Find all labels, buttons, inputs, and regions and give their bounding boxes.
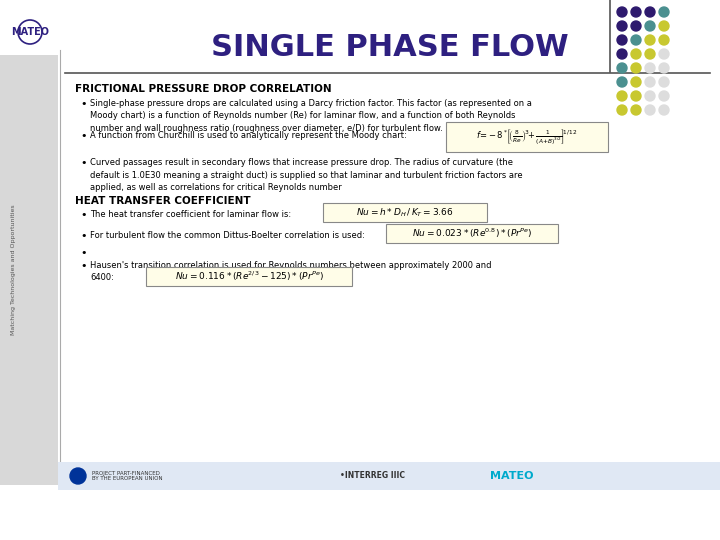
Circle shape [617, 105, 627, 115]
Circle shape [631, 49, 641, 59]
Text: MATEO: MATEO [11, 27, 49, 37]
Text: •: • [80, 248, 86, 258]
Circle shape [659, 91, 669, 101]
Circle shape [659, 105, 669, 115]
FancyBboxPatch shape [323, 203, 487, 222]
Text: •: • [80, 210, 86, 220]
Circle shape [645, 21, 655, 31]
Circle shape [659, 35, 669, 45]
Text: The heat transfer coefficient for laminar flow is:: The heat transfer coefficient for lamina… [90, 210, 291, 219]
Text: FRICTIONAL PRESSURE DROP CORRELATION: FRICTIONAL PRESSURE DROP CORRELATION [75, 84, 332, 94]
Circle shape [617, 77, 627, 87]
FancyBboxPatch shape [386, 224, 558, 243]
Circle shape [645, 7, 655, 17]
Text: •: • [80, 131, 86, 141]
Text: Curved passages result in secondary flows that increase pressure drop. The radiu: Curved passages result in secondary flow… [90, 158, 523, 192]
Circle shape [70, 468, 86, 484]
FancyBboxPatch shape [0, 55, 58, 485]
Circle shape [645, 77, 655, 87]
Circle shape [645, 63, 655, 73]
Text: •INTERREG IIIC: •INTERREG IIIC [340, 471, 405, 481]
Circle shape [631, 21, 641, 31]
Circle shape [645, 105, 655, 115]
Text: $Nu = h*D_H\,/\,K_T = 3.66$: $Nu = h*D_H\,/\,K_T = 3.66$ [356, 206, 454, 219]
Text: HEAT TRANSFER COEFFICIENT: HEAT TRANSFER COEFFICIENT [75, 196, 251, 206]
Circle shape [617, 35, 627, 45]
Text: Hausen's transition correlation is used for Reynolds numbers between approximate: Hausen's transition correlation is used … [90, 261, 492, 282]
Circle shape [645, 49, 655, 59]
Circle shape [617, 49, 627, 59]
Circle shape [631, 7, 641, 17]
Circle shape [631, 63, 641, 73]
Text: •: • [80, 99, 86, 109]
Text: •: • [80, 231, 86, 241]
FancyBboxPatch shape [446, 122, 608, 152]
Circle shape [617, 91, 627, 101]
Text: PROJECT PART-FINANCED
BY THE EUROPEAN UNION: PROJECT PART-FINANCED BY THE EUROPEAN UN… [92, 470, 163, 481]
Text: A function from Churchill is used to analytically represent the Moody chart:: A function from Churchill is used to ana… [90, 131, 407, 140]
Text: $Nu = 0.116*(Re^{2/3} - 125)*(Pr^{Pe})$: $Nu = 0.116*(Re^{2/3} - 125)*(Pr^{Pe})$ [174, 270, 323, 283]
Text: Matching Technologies and Opportunities: Matching Technologies and Opportunities [12, 205, 17, 335]
FancyBboxPatch shape [58, 462, 720, 490]
Text: SINGLE PHASE FLOW: SINGLE PHASE FLOW [211, 33, 569, 63]
Circle shape [631, 91, 641, 101]
Circle shape [645, 35, 655, 45]
Circle shape [631, 35, 641, 45]
Circle shape [645, 91, 655, 101]
Circle shape [617, 21, 627, 31]
Text: Single-phase pressure drops are calculated using a Darcy friction factor. This f: Single-phase pressure drops are calculat… [90, 99, 532, 133]
Text: For turbulent flow the common Dittus-Boelter correlation is used:: For turbulent flow the common Dittus-Boe… [90, 231, 365, 240]
Text: MATEO: MATEO [490, 471, 534, 481]
Circle shape [659, 49, 669, 59]
Text: •: • [80, 158, 86, 168]
Circle shape [617, 63, 627, 73]
Circle shape [617, 7, 627, 17]
Text: $Nu = 0.023*(Re^{0.8})*(Pr^{Pe})$: $Nu = 0.023*(Re^{0.8})*(Pr^{Pe})$ [412, 227, 532, 240]
Circle shape [659, 77, 669, 87]
Circle shape [631, 105, 641, 115]
Circle shape [659, 21, 669, 31]
FancyBboxPatch shape [146, 267, 352, 286]
Circle shape [631, 77, 641, 87]
Circle shape [659, 7, 669, 17]
Text: •: • [80, 261, 86, 271]
Circle shape [659, 63, 669, 73]
Text: $f\!=\!-8^*\!\left[\!\left(\frac{8}{Re}\right)^{\!3}\!\!+\frac{1}{(A\!+\!B)^{3/2: $f\!=\!-8^*\!\left[\!\left(\frac{8}{Re}\… [477, 127, 577, 147]
